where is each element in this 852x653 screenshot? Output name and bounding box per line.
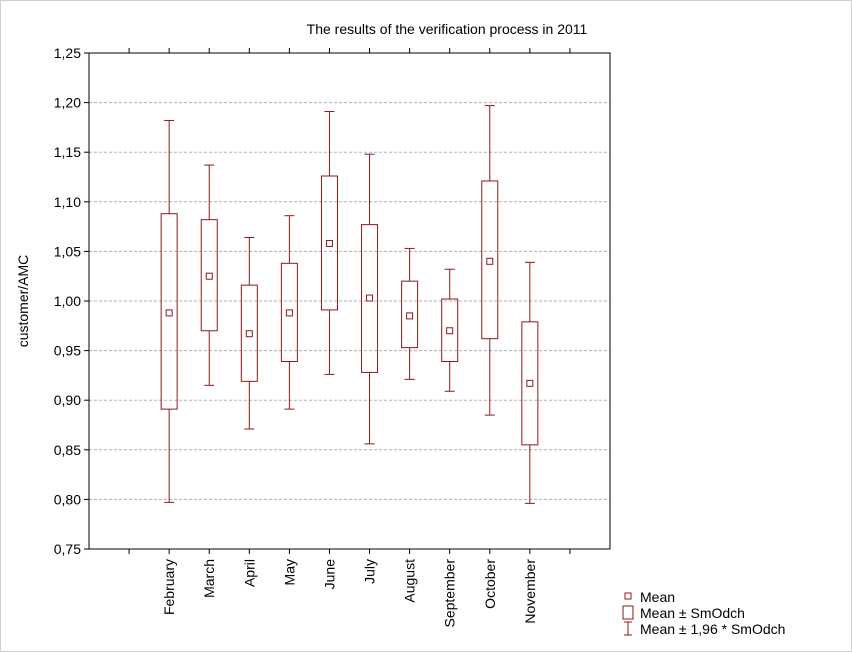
series-item-november <box>521 261 539 504</box>
y-axis-title: customer/AMC <box>15 255 31 348</box>
mean-se-box <box>240 284 258 382</box>
y-tick-label: 1,25 <box>54 45 81 61</box>
x-category-label: October <box>482 559 498 609</box>
mean-marker <box>205 272 213 280</box>
y-tick-label: 0,85 <box>54 442 81 458</box>
legend-item-box: Mean ± SmOdch <box>622 605 745 621</box>
series-item-february <box>160 119 178 503</box>
mean-se-box <box>441 298 459 363</box>
series-item-july <box>361 153 379 445</box>
legend-item-whisker: Mean ± 1,96 * SmOdch <box>624 621 785 637</box>
y-tick-label: 1,10 <box>54 194 81 210</box>
x-category-label: June <box>321 559 337 590</box>
mean-se-box <box>401 280 419 349</box>
legend-label: Mean <box>640 589 675 605</box>
series-item-june <box>320 111 338 375</box>
series-item-may <box>280 215 298 410</box>
mean-se-box <box>280 262 298 363</box>
legend-box-icon <box>622 605 634 620</box>
mean-marker <box>285 309 293 317</box>
x-category-label: April <box>241 559 257 587</box>
series-item-october <box>481 105 499 416</box>
legend-label: Mean ± 1,96 * SmOdch <box>640 621 785 637</box>
mean-marker <box>406 312 414 320</box>
x-category-label: November <box>522 559 538 624</box>
x-category-label: July <box>362 559 378 584</box>
mean-se-box <box>521 321 539 446</box>
grid-lines <box>89 102 610 500</box>
series <box>160 105 539 504</box>
x-category-label: May <box>281 559 297 585</box>
x-axis: February March April May June July August Septe… <box>128 48 571 628</box>
mean-se-box <box>320 175 338 311</box>
x-category-label: March <box>201 559 217 598</box>
series-item-april <box>240 237 258 430</box>
mean-marker <box>325 239 333 247</box>
chart-title: The results of the verification process … <box>307 21 588 37</box>
y-tick-label: 1,15 <box>54 144 81 160</box>
legend-mean-icon <box>624 592 632 600</box>
y-tick-label: 1,05 <box>54 243 81 259</box>
mean-se-box <box>160 213 178 410</box>
y-axis: 0,75 0,80 0,85 0,90 0,95 1,00 1,05 1,10 1,15 1,20… <box>54 45 89 557</box>
y-tick-label: 0,95 <box>54 343 81 359</box>
series-item-march <box>200 164 218 386</box>
mean-marker <box>165 309 173 317</box>
series-item-september <box>441 268 459 392</box>
mean-se-box <box>200 219 218 332</box>
mean-marker <box>526 379 534 387</box>
mean-marker <box>366 294 374 302</box>
legend-item-mean-square: Mean <box>624 589 675 605</box>
x-category-label: September <box>442 559 458 628</box>
mean-marker <box>446 327 454 335</box>
series-item-august <box>401 247 419 380</box>
mean-se-box <box>361 224 379 373</box>
mean-marker <box>245 330 253 338</box>
legend-label: Mean ± SmOdch <box>640 605 745 621</box>
y-tick-label: 0,80 <box>54 491 81 507</box>
mean-se-box <box>481 180 499 340</box>
y-tick-label: 0,90 <box>54 392 81 408</box>
x-category-label: August <box>402 559 418 603</box>
x-category-label: February <box>161 559 177 615</box>
y-tick-label: 0,75 <box>54 541 81 557</box>
y-tick-label: 1,00 <box>54 293 81 309</box>
mean-marker <box>486 257 494 265</box>
y-tick-label: 1,20 <box>54 95 81 111</box>
